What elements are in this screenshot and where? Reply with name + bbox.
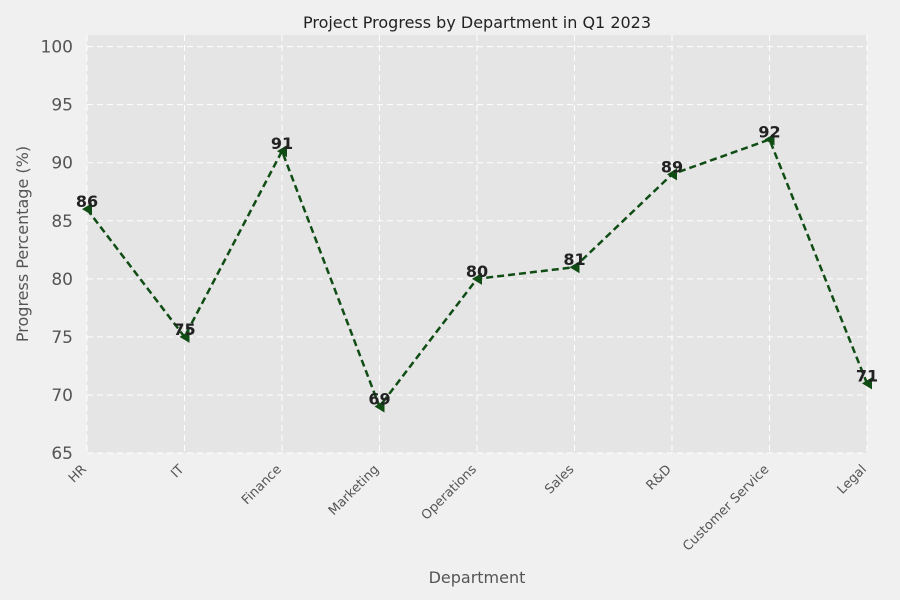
data-label: 80: [466, 262, 488, 281]
data-label: 91: [271, 134, 293, 153]
data-label: 89: [661, 157, 683, 176]
x-tick-label: Marketing: [326, 462, 382, 518]
y-tick-label: 70: [51, 386, 73, 406]
grid-lines: [86, 35, 868, 454]
data-label: 69: [368, 390, 390, 409]
x-tick-label: Legal: [835, 462, 870, 497]
y-tick-label: 85: [51, 212, 73, 232]
y-tick-label: 100: [41, 38, 73, 58]
data-point-marker: [82, 203, 92, 216]
data-label: 81: [563, 250, 585, 269]
y-tick-label: 95: [51, 96, 73, 116]
data-point-marker: [862, 377, 872, 390]
data-point-marker: [374, 400, 385, 413]
y-tick-label: 75: [51, 328, 73, 348]
data-point-marker: [667, 168, 677, 181]
x-tick-label: Customer Service: [680, 462, 772, 554]
data-point-marker: [179, 330, 190, 343]
y-axis-ticks: 65 70 75 80 85 90 95 100: [41, 38, 73, 464]
data-label: 71: [856, 366, 878, 385]
y-tick-label: 90: [51, 154, 73, 174]
x-tick-label: IT: [168, 462, 187, 481]
data-point-marker: [277, 145, 287, 158]
data-label: 92: [758, 123, 780, 142]
data-point-marker: [764, 133, 775, 146]
x-tick-label: R&D: [644, 462, 675, 493]
x-tick-label: HR: [66, 462, 90, 486]
chart-title: Project Progress by Department in Q1 202…: [303, 13, 651, 32]
x-tick-label: Finance: [239, 462, 285, 508]
data-point-marker: [472, 272, 482, 285]
x-tick-label: Sales: [542, 462, 577, 497]
x-axis-ticks: HR IT Finance Marketing Operations Sales R&D Cu…: [66, 462, 870, 554]
x-tick-label: Operations: [419, 462, 480, 523]
data-label: 75: [173, 320, 195, 339]
data-labels: 86 75 91 69 80 81 89 92 71: [76, 123, 878, 409]
y-tick-label: 80: [51, 270, 73, 290]
y-axis-label: Progress Percentage (%): [13, 146, 32, 342]
x-axis-label: Department: [429, 568, 526, 587]
series-markers: [82, 133, 872, 413]
data-point-marker: [569, 261, 580, 274]
data-label: 86: [76, 192, 98, 211]
y-tick-label: 65: [51, 444, 73, 464]
